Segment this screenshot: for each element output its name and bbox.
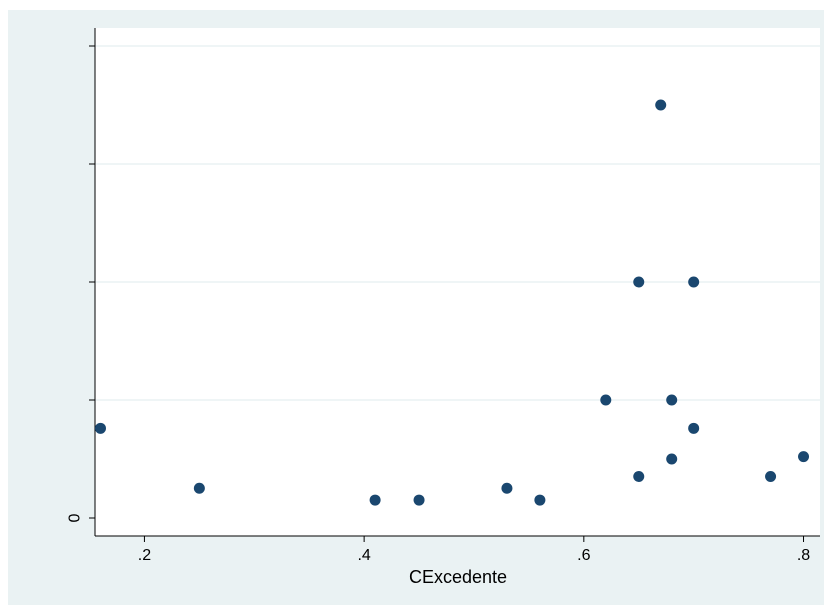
x-tick-label-1: .4	[357, 547, 370, 564]
data-point-9	[655, 99, 667, 111]
data-point-10	[666, 394, 678, 406]
x-axis-title: CExcedente	[409, 567, 507, 587]
axes	[89, 28, 820, 542]
x-tick-label-0: .2	[138, 547, 151, 564]
y-tick-label-0: 0	[67, 513, 84, 522]
data-point-6	[600, 394, 612, 406]
data-point-2	[369, 494, 381, 506]
data-point-7	[633, 470, 645, 482]
data-point-12	[688, 276, 700, 288]
data-point-4	[501, 482, 513, 494]
data-points	[94, 99, 810, 506]
data-point-14	[765, 470, 777, 482]
data-point-11	[666, 453, 678, 465]
data-point-13	[688, 422, 700, 434]
data-point-8	[633, 276, 645, 288]
tick-labels: 0 .2 .4 .6 .8	[67, 513, 811, 564]
x-tick-label-2: .6	[577, 547, 590, 564]
data-point-3	[413, 494, 425, 506]
data-point-1	[193, 482, 205, 494]
data-point-0	[94, 422, 106, 434]
data-point-15	[798, 451, 810, 463]
x-tick-label-3: .8	[797, 547, 810, 564]
data-point-5	[534, 494, 546, 506]
